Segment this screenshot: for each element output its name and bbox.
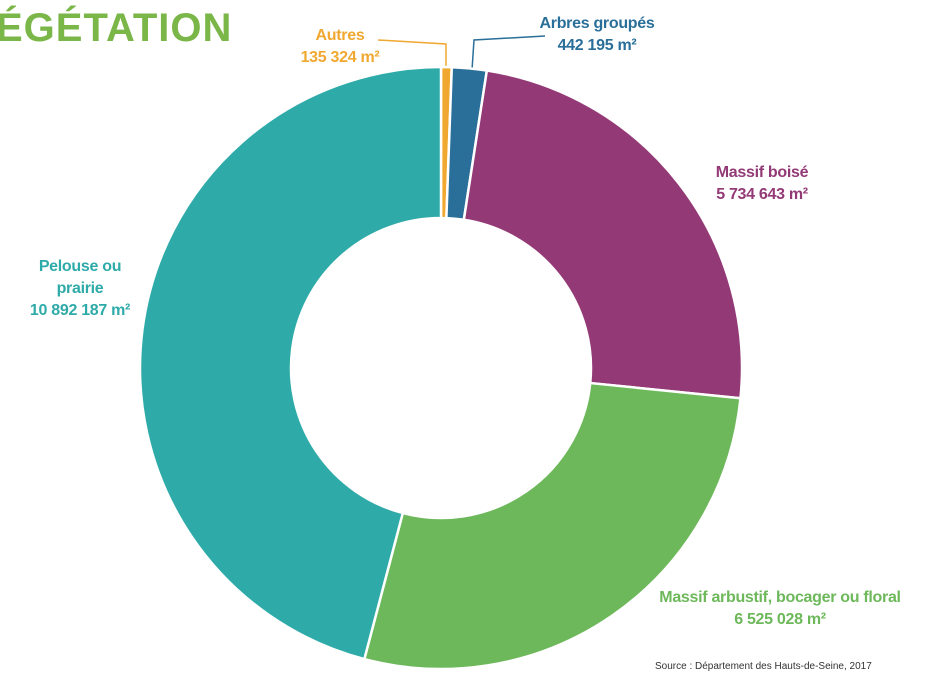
chart-title: ÉGÉTATION <box>0 6 233 50</box>
value-label: 5 734 643 m² <box>716 186 808 203</box>
donut-slice <box>362 381 742 671</box>
category-label: Massif boisé <box>715 164 809 181</box>
category-label: Pelouse ou prairie <box>38 258 122 297</box>
slice-label: Autres 135 324 m² <box>301 25 380 69</box>
donut-slice <box>462 69 744 400</box>
value-label: 6 525 028 m² <box>734 611 826 628</box>
source-note: Source : Département des Hauts-de-Seine,… <box>655 661 872 672</box>
leader-line <box>471 35 546 71</box>
value-label: 442 195 m² <box>557 37 637 54</box>
slice-label: Pelouse ou prairie 10 892 187 m² <box>30 256 130 322</box>
donut-slice <box>138 65 443 661</box>
slice-label: Massif arbustif, bocager ou floral 6 525 … <box>659 587 901 631</box>
category-label: Arbres groupés <box>539 15 655 32</box>
category-label: Massif arbustif, bocager ou floral <box>659 589 901 606</box>
leader-line <box>377 39 447 70</box>
slice-label: Arbres groupés 442 195 m² <box>540 13 655 57</box>
value-label: 135 324 m² <box>300 49 380 66</box>
category-label: Autres <box>315 27 365 44</box>
value-label: 10 892 187 m² <box>29 302 131 319</box>
slice-label: Massif boisé 5 734 643 m² <box>715 162 809 206</box>
